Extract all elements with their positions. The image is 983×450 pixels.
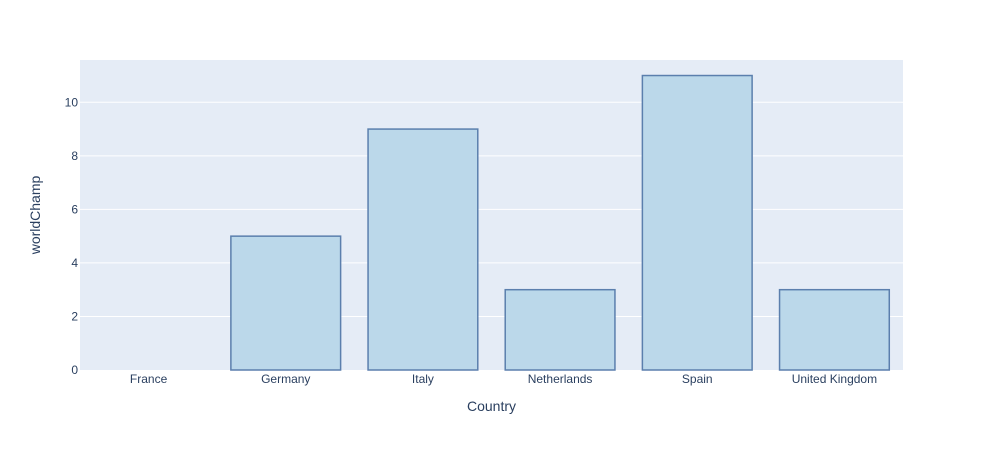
x-tick-label: France <box>130 372 168 386</box>
bar-spain[interactable] <box>641 74 753 371</box>
y-tick-label: 10 <box>65 95 79 109</box>
x-tick-label: Netherlands <box>528 372 593 386</box>
x-tick-label: Italy <box>412 372 434 386</box>
x-axis-title: Country <box>467 398 516 414</box>
bar-netherlands[interactable] <box>504 288 616 371</box>
bar-united-kingdom[interactable] <box>778 288 891 371</box>
y-tick-labels: 0 2 4 6 8 10 <box>65 95 79 377</box>
x-tick-label: Spain <box>682 372 713 386</box>
y-axis-title: worldChamp <box>27 175 43 255</box>
y-tick-label: 0 <box>71 363 78 377</box>
y-tick-label: 4 <box>71 256 78 270</box>
x-tick-labels: France Germany Italy Netherlands Spain United… <box>130 372 877 386</box>
y-tick-label: 8 <box>71 149 78 163</box>
plot-area <box>80 60 903 370</box>
x-tick-label: United Kingdom <box>792 372 877 386</box>
gridlines <box>80 101 903 317</box>
bars <box>230 74 891 371</box>
y-tick-label: 2 <box>71 309 78 323</box>
x-tick-label: Germany <box>261 372 310 386</box>
bar-italy[interactable] <box>367 128 479 371</box>
bar-germany[interactable] <box>230 235 342 371</box>
y-tick-label: 6 <box>71 202 78 216</box>
